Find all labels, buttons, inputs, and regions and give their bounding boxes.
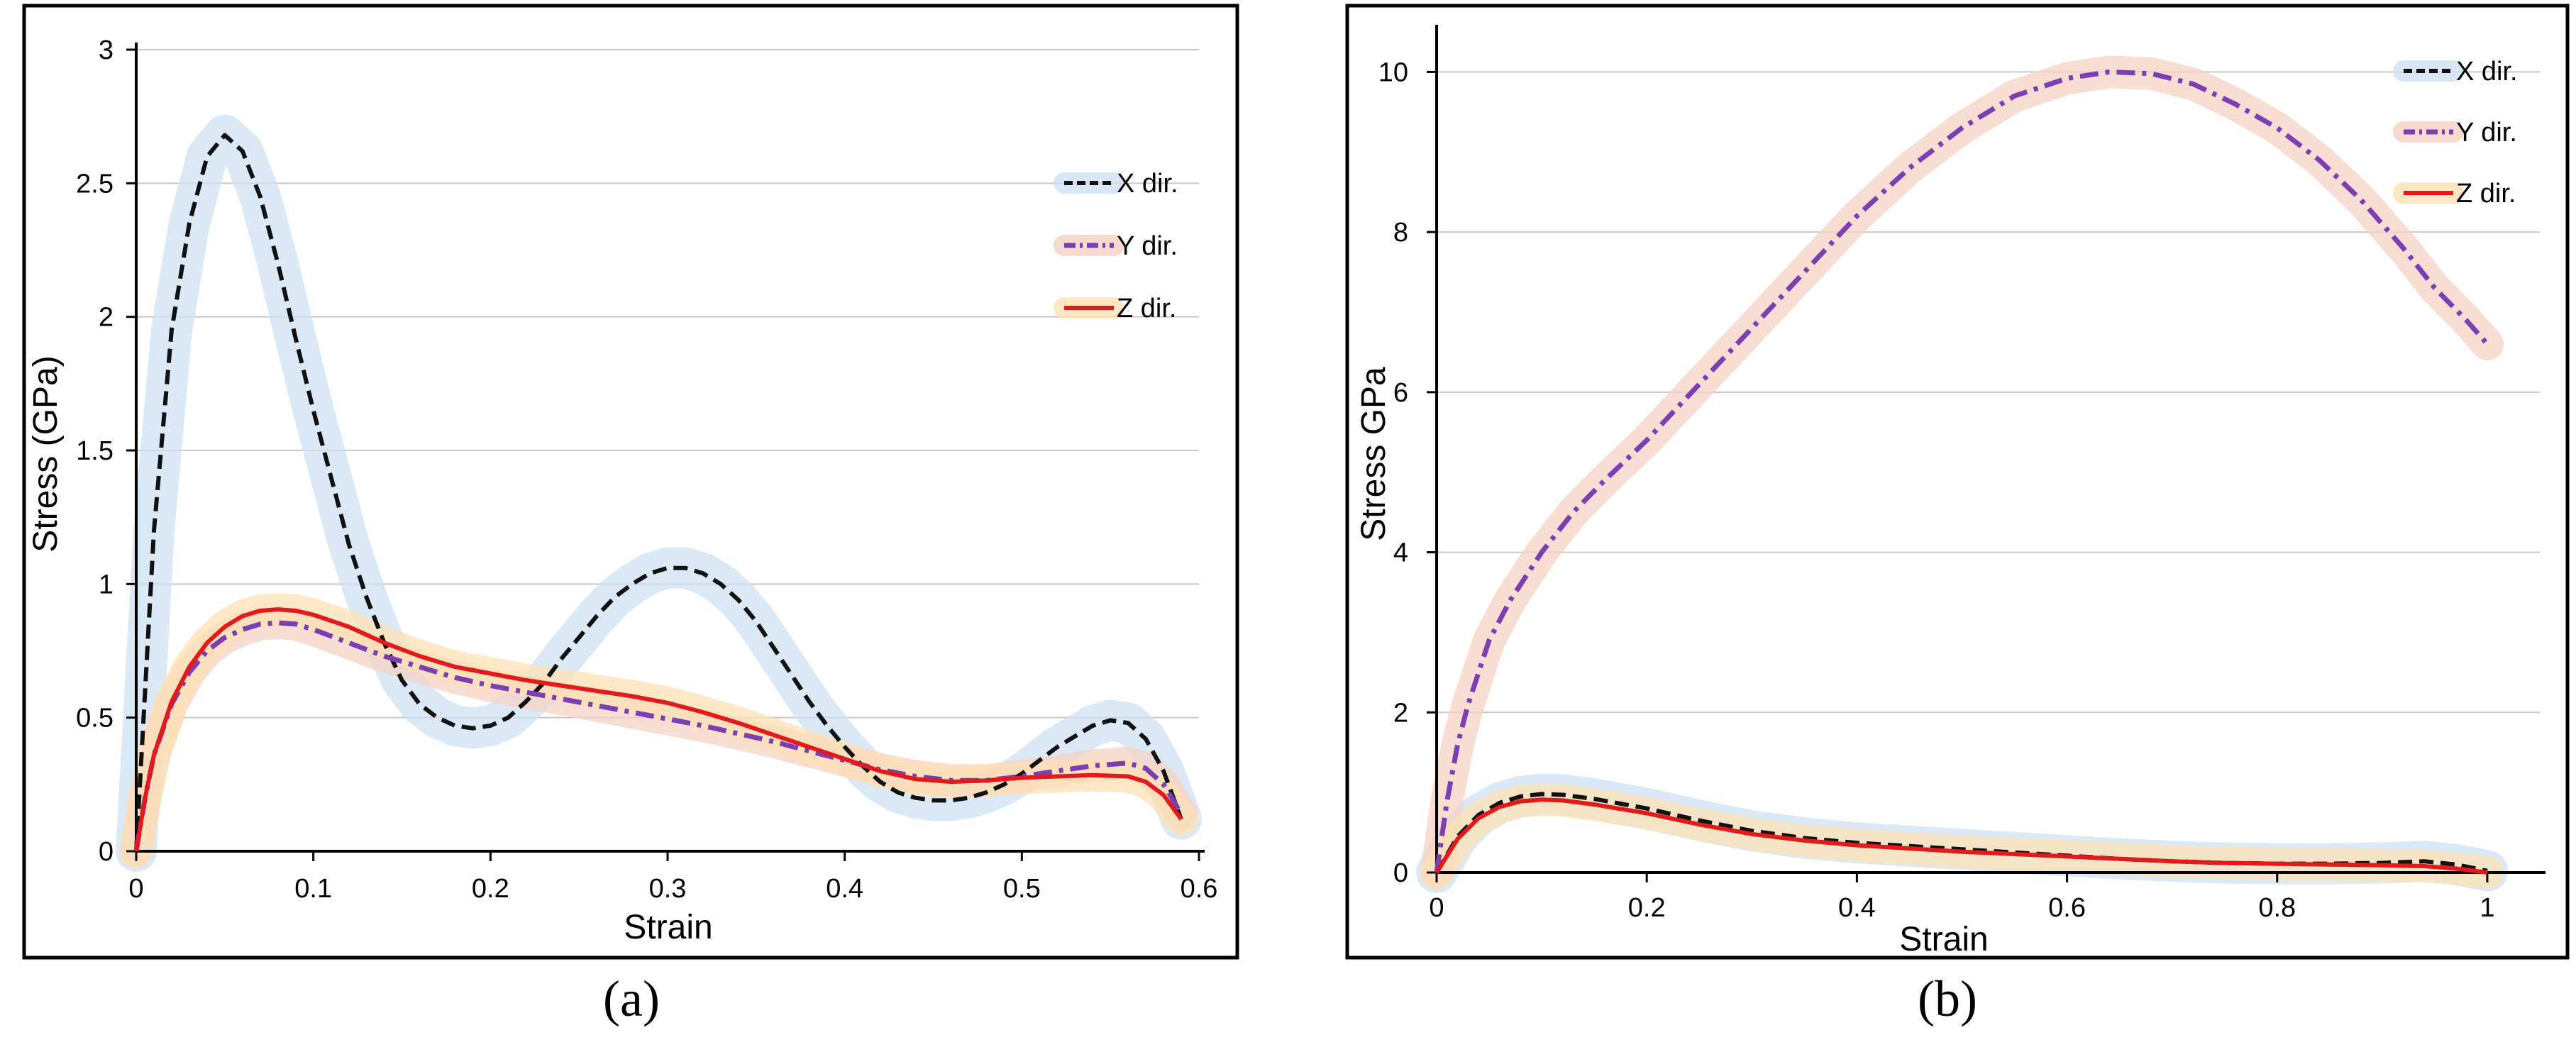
panel-a-x-tick-label-1: 0.1 xyxy=(294,874,332,904)
panel-b-legend-z-label: Z dir. xyxy=(2456,179,2516,209)
panel-b-legend: X dir. Y dir. Z dir. xyxy=(2393,57,2518,209)
panel-a-lines xyxy=(133,133,1184,852)
panel-a-y-ticks: 0 0.5 1 1.5 2 2.5 3 xyxy=(76,35,136,867)
panel-b-y-tick-label-2: 4 xyxy=(1393,538,1408,568)
panel-a-x-tick-label-2: 0.2 xyxy=(472,874,509,904)
panel-a-y-tick-label-6: 3 xyxy=(99,35,114,65)
panel-a-x-tick-label-0: 0 xyxy=(128,874,143,904)
panel-a-x-dir-line xyxy=(134,133,1183,852)
panel-b-y-tick-label-0: 0 xyxy=(1393,858,1408,888)
panel-a-legend-x-label: X dir. xyxy=(1117,169,1178,199)
panel-a-chart: 0 0.1 0.2 0.3 0.4 0.5 0.6 0 0.5 1 1.5 2 2.5 3 Strain… xyxy=(22,4,1239,960)
panel-b-y-tick-label-5: 10 xyxy=(1378,57,1408,87)
panel-b-legend-y-label: Y dir. xyxy=(2456,118,2517,148)
panel-a-x-axis-label: Strain xyxy=(624,909,712,946)
panel-b-lines xyxy=(1434,69,2489,875)
panel-a-legend: X dir. Y dir. Z dir. xyxy=(1054,169,1178,323)
panel-b-y-dir-line xyxy=(1434,69,2489,873)
panel-b-x-tick-label-4: 0.8 xyxy=(2258,893,2296,923)
panel-a-legend-z-label: Z dir. xyxy=(1117,294,1176,323)
panel-a-y-tick-label-4: 2 xyxy=(99,303,114,333)
panel-a-y-tick-label-2: 1 xyxy=(99,570,114,599)
panel-b-y-tick-label-4: 8 xyxy=(1393,218,1408,248)
panel-a-caption: (a) xyxy=(603,970,660,1027)
panel-b-chart: 0 0.2 0.4 0.6 0.8 1 0 2 4 6 8 10 Strain Stress GPa… xyxy=(1345,4,2570,960)
panel-b-y-ticks: 0 2 4 6 8 10 xyxy=(1378,57,1437,888)
panel-b-x-tick-label-3: 0.6 xyxy=(2048,893,2086,923)
panel-b-y-tick-label-1: 2 xyxy=(1393,698,1408,728)
panel-a-legend-y-label: Y dir. xyxy=(1117,231,1178,261)
panel-a-x-tick-label-5: 0.5 xyxy=(1003,874,1041,904)
panel-a-y-tick-label-0: 0 xyxy=(99,837,114,867)
panel-a-y-tick-label-5: 2.5 xyxy=(76,169,114,199)
panel-b-legend-x-label: X dir. xyxy=(2456,57,2518,87)
panel-a-x-tick-label-3: 0.3 xyxy=(649,874,687,904)
panel-b-frame xyxy=(1345,4,2570,960)
panel-a-y-tick-label-1: 0.5 xyxy=(76,704,114,733)
panel-b-caption: (b) xyxy=(1918,970,1977,1027)
panel-a-grid xyxy=(136,49,1199,719)
panel-b-y-axis-label: Stress GPa xyxy=(1355,367,1393,541)
panel-b-y-tick-label-3: 6 xyxy=(1393,378,1408,408)
panel-a-x-tick-label-6: 0.6 xyxy=(1181,874,1218,904)
panel-b-x-ticks: 0 0.2 0.4 0.6 0.8 1 xyxy=(1429,872,2495,923)
panel-b-x-tick-label-0: 0 xyxy=(1429,893,1444,923)
panel-b-x-tick-label-1: 0.2 xyxy=(1628,893,1666,923)
panel-a-z-dir-line xyxy=(134,607,1183,852)
panel-b-grid xyxy=(1437,71,2540,714)
panel-a-y-axis-label: Stress (GPa) xyxy=(27,355,65,552)
panel-b-x-axis-label: Strain xyxy=(1899,921,1988,958)
panel-b-z-dir-line xyxy=(1435,797,2488,875)
panel-b-x-tick-label-2: 0.4 xyxy=(1838,893,1876,923)
panel-a-x-tick-label-4: 0.4 xyxy=(826,874,863,904)
panel-a-frame xyxy=(22,4,1239,960)
panel-a-y-dir-line xyxy=(133,620,1184,852)
panel-a-y-tick-label-3: 1.5 xyxy=(76,436,114,466)
panel-a-x-ticks: 0 0.1 0.2 0.3 0.4 0.5 0.6 xyxy=(128,851,1217,904)
panel-b-x-tick-label-5: 1 xyxy=(2480,893,2494,923)
panel-b-axes xyxy=(1435,25,2545,874)
